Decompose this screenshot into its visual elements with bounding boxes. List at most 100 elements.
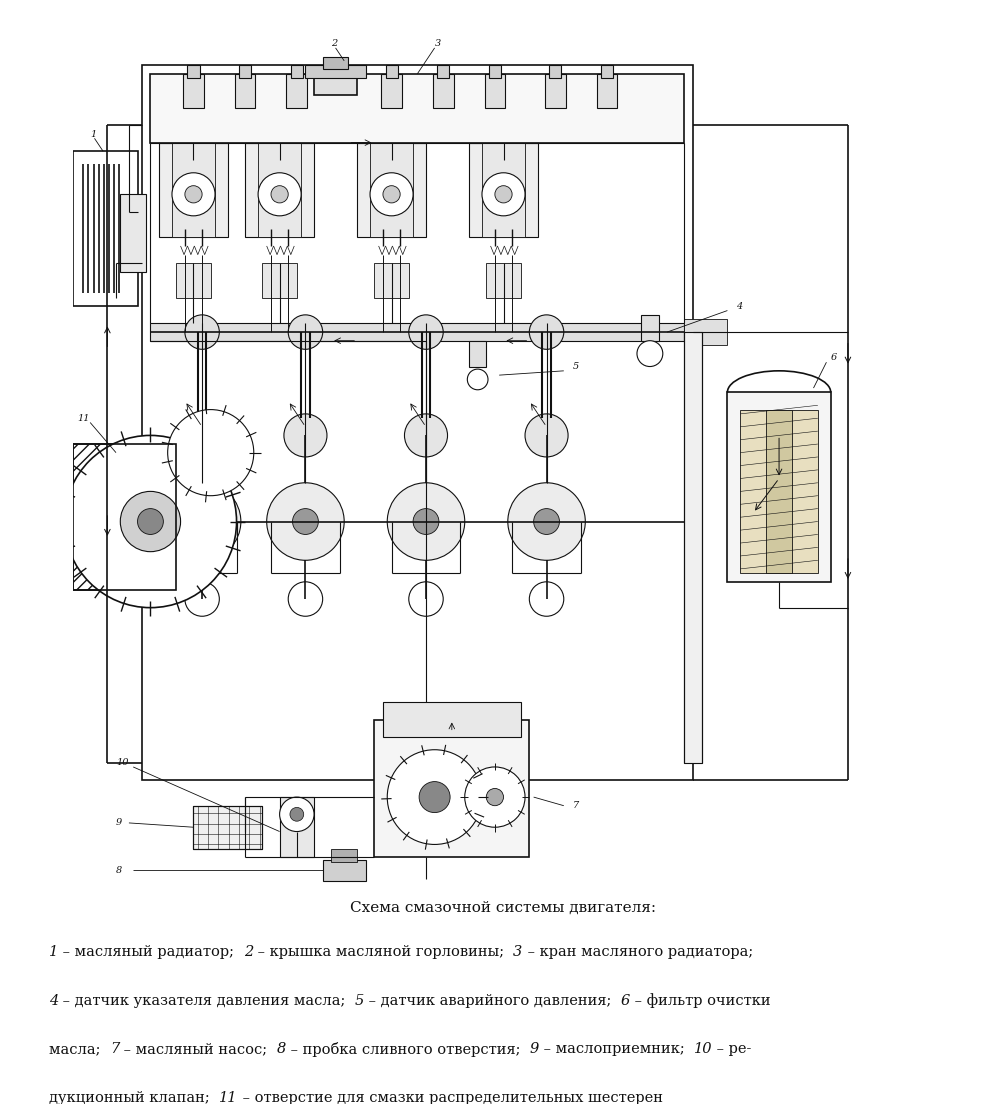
- Bar: [727, 392, 831, 582]
- Bar: [469, 142, 538, 237]
- Text: 3: 3: [514, 945, 523, 959]
- Circle shape: [383, 185, 400, 203]
- Bar: [322, 56, 348, 70]
- Text: – масляный радиатор;: – масляный радиатор;: [58, 945, 244, 959]
- Circle shape: [267, 482, 344, 560]
- Circle shape: [290, 807, 304, 821]
- Bar: [73, 444, 176, 591]
- Text: 4: 4: [49, 994, 58, 1008]
- Bar: [150, 323, 685, 341]
- Bar: [287, 74, 307, 108]
- Bar: [433, 74, 453, 108]
- Circle shape: [467, 369, 488, 390]
- Bar: [305, 65, 366, 78]
- Bar: [193, 806, 263, 849]
- Text: – фильтр очистки: – фильтр очистки: [630, 994, 770, 1008]
- Bar: [78, 161, 129, 298]
- Text: 6: 6: [621, 994, 630, 1008]
- Text: 5: 5: [355, 994, 365, 1008]
- Bar: [685, 332, 702, 763]
- Circle shape: [280, 797, 314, 831]
- Text: – масляный насос;: – масляный насос;: [119, 1042, 277, 1057]
- Circle shape: [494, 185, 513, 203]
- Text: – маслоприемник;: – маслоприемник;: [539, 1042, 694, 1057]
- Circle shape: [370, 172, 413, 215]
- Bar: [258, 142, 301, 237]
- Bar: [331, 849, 357, 861]
- Circle shape: [288, 315, 322, 349]
- Circle shape: [482, 172, 525, 215]
- Bar: [545, 74, 566, 108]
- Bar: [484, 74, 506, 108]
- Circle shape: [530, 315, 564, 349]
- Bar: [517, 505, 577, 539]
- Bar: [73, 444, 176, 591]
- Text: масла;: масла;: [49, 1042, 110, 1057]
- Bar: [159, 142, 228, 237]
- Circle shape: [525, 414, 568, 457]
- Bar: [375, 263, 409, 298]
- Bar: [245, 142, 314, 237]
- Bar: [549, 65, 561, 78]
- Circle shape: [637, 341, 663, 367]
- Bar: [322, 860, 366, 881]
- Text: – датчик указателя давления масла;: – датчик указателя давления масла;: [58, 994, 355, 1008]
- Circle shape: [284, 414, 327, 457]
- Text: 5: 5: [572, 362, 579, 371]
- Text: – кран масляного радиатора;: – кран масляного радиатора;: [523, 945, 753, 959]
- Circle shape: [419, 782, 450, 813]
- Text: 10: 10: [116, 758, 129, 767]
- Circle shape: [486, 788, 504, 806]
- Circle shape: [185, 582, 220, 616]
- Text: – датчик аварийного давления;: – датчик аварийного давления;: [365, 994, 621, 1008]
- Circle shape: [409, 315, 443, 349]
- Bar: [740, 410, 818, 573]
- Bar: [235, 74, 256, 108]
- Bar: [486, 263, 521, 298]
- Bar: [386, 65, 398, 78]
- Text: 8: 8: [116, 866, 122, 874]
- Bar: [239, 65, 251, 78]
- Bar: [193, 806, 263, 849]
- Bar: [263, 263, 297, 298]
- Bar: [375, 720, 530, 858]
- Text: – ре-: – ре-: [712, 1042, 751, 1057]
- Text: 7: 7: [110, 1042, 119, 1057]
- Circle shape: [197, 439, 224, 466]
- Bar: [357, 142, 426, 237]
- Text: 8: 8: [277, 1042, 286, 1057]
- Circle shape: [172, 172, 215, 215]
- Circle shape: [258, 172, 301, 215]
- Circle shape: [388, 482, 465, 560]
- Text: 7: 7: [572, 802, 579, 810]
- Circle shape: [163, 482, 241, 560]
- Bar: [150, 74, 685, 142]
- Circle shape: [409, 582, 443, 616]
- Bar: [469, 341, 486, 367]
- Text: 2: 2: [244, 945, 253, 959]
- Circle shape: [530, 582, 564, 616]
- Text: 2: 2: [331, 39, 337, 49]
- Bar: [596, 74, 617, 108]
- Text: 11: 11: [220, 1091, 238, 1104]
- Bar: [120, 194, 146, 272]
- Text: дукционный клапан;: дукционный клапан;: [49, 1091, 220, 1104]
- Text: – отверстие для смазки распределительных шестерен: – отверстие для смазки распределительных…: [238, 1091, 663, 1104]
- Bar: [172, 142, 215, 237]
- Circle shape: [534, 509, 560, 534]
- Bar: [187, 65, 199, 78]
- Text: 6: 6: [831, 353, 837, 362]
- Text: 4: 4: [736, 301, 742, 310]
- Circle shape: [180, 414, 224, 457]
- Bar: [275, 505, 335, 539]
- Text: 9: 9: [530, 1042, 539, 1057]
- Bar: [482, 142, 525, 237]
- Bar: [73, 151, 138, 306]
- Text: 1: 1: [91, 129, 97, 138]
- Bar: [641, 315, 659, 341]
- Circle shape: [189, 509, 215, 534]
- Bar: [685, 319, 727, 344]
- Circle shape: [138, 509, 163, 534]
- Circle shape: [388, 750, 482, 845]
- Bar: [437, 65, 449, 78]
